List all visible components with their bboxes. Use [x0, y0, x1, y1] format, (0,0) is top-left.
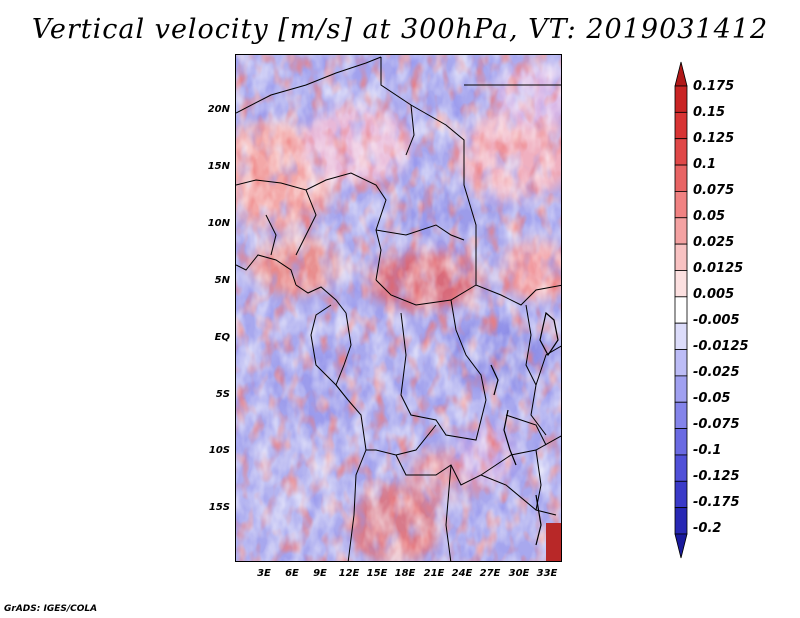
colorbar-bin — [674, 243, 688, 271]
colorbar-label: -0.0125 — [693, 339, 749, 354]
colorbar-label: 0.125 — [693, 131, 735, 146]
lat-tick-label: 5N — [214, 275, 230, 286]
chart-title: Vertical velocity [m/s] at 300hPa, VT: 2… — [31, 14, 769, 45]
colorbar-label: 0.1 — [693, 157, 717, 172]
colorbar-bin — [674, 111, 688, 140]
colorbar-label: -0.175 — [693, 495, 740, 510]
lat-tick-label: 10S — [208, 445, 230, 456]
software-credit: GrADS: IGES/COLA — [4, 604, 98, 614]
colorbar-label: -0.075 — [693, 417, 740, 432]
colorbar-label: 0.05 — [693, 209, 726, 224]
colorbar-bin — [674, 428, 688, 456]
colorbar-label: -0.2 — [693, 521, 722, 536]
lon-tick-label: 30E — [508, 568, 530, 579]
strong-uplift-patch — [546, 523, 561, 561]
colorbar-bin — [674, 322, 688, 350]
colorbar-label: -0.005 — [693, 313, 740, 328]
lon-tick-label: 21E — [423, 568, 445, 579]
lon-tick-label: 3E — [257, 568, 271, 579]
colorbar-bin — [674, 296, 688, 324]
country-borders — [236, 56, 561, 561]
lat-tick-label: EQ — [214, 332, 230, 343]
colorbar-bin — [674, 164, 688, 192]
lon-tick-label: 18E — [394, 568, 416, 579]
colorbar-bin — [674, 401, 688, 429]
field-white-contours — [236, 55, 561, 561]
lon-tick-label: 24E — [451, 568, 473, 579]
lon-tick-label: 12E — [338, 568, 360, 579]
colorbar-label: -0.05 — [693, 391, 731, 406]
colorbar-bin — [674, 61, 688, 87]
colorbar-label: 0.025 — [693, 235, 735, 250]
colorbar-bin — [674, 270, 688, 298]
velocity-field-map — [236, 55, 561, 561]
colorbar-bin — [674, 454, 688, 482]
lakes — [490, 311, 559, 546]
lon-tick-label: 15E — [366, 568, 388, 579]
colorbar-label: -0.1 — [693, 443, 722, 458]
colorbar-bin — [674, 507, 688, 535]
colorbar-bin — [674, 85, 688, 113]
lon-tick-label: 9E — [313, 568, 327, 579]
colorbar-bin — [674, 533, 688, 559]
colorbar-bin — [674, 191, 688, 219]
lat-tick-label: 20N — [207, 104, 230, 115]
lat-tick-label: 15S — [208, 502, 230, 513]
colorbar-label: 0.15 — [693, 105, 726, 120]
colorbar-label: -0.025 — [693, 365, 740, 380]
colorbar-bin — [674, 349, 688, 377]
lon-tick-label: 6E — [285, 568, 299, 579]
colorbar — [674, 61, 688, 559]
lon-tick-label: 33E — [536, 568, 558, 579]
colorbar-label: 0.005 — [693, 287, 735, 302]
map-plot-area — [235, 54, 562, 562]
colorbar-label: 0.075 — [693, 183, 735, 198]
colorbar-bin — [674, 375, 688, 403]
colorbar-label: 0.0125 — [693, 261, 744, 276]
colorbar-bin — [674, 138, 688, 166]
colorbar-bin — [674, 480, 688, 509]
colorbar-label: -0.125 — [693, 469, 740, 484]
lon-tick-label: 27E — [479, 568, 501, 579]
lat-tick-label: 10N — [207, 218, 230, 229]
lat-tick-label: 15N — [207, 161, 230, 172]
colorbar-label: 0.175 — [693, 79, 735, 94]
lat-tick-label: 5S — [215, 389, 230, 400]
colorbar-bin — [674, 217, 688, 245]
